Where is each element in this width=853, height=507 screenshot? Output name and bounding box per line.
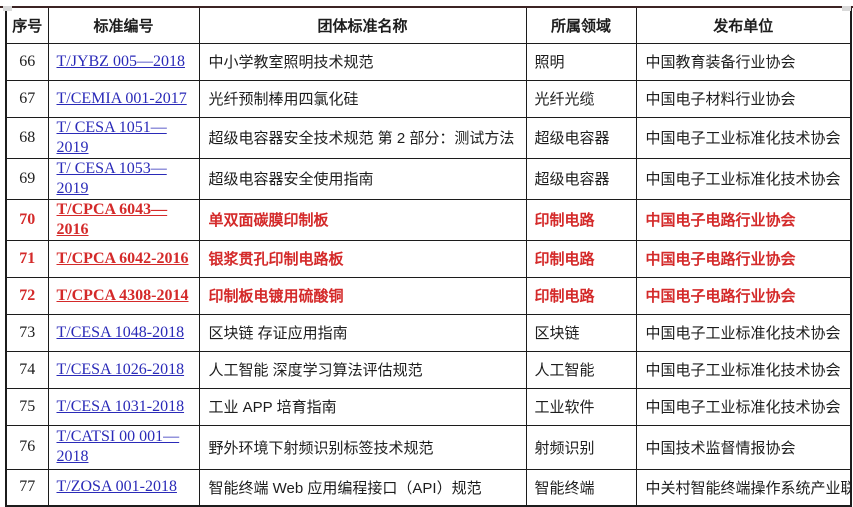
header-publisher: 发布单位 (635, 6, 852, 44)
standard-code-cell: T/CPCA 4308-2014 (47, 276, 200, 315)
field: 超级电容器 (525, 157, 637, 200)
row-index: 77 (5, 468, 49, 507)
standard-code-link[interactable]: T/ CESA 1051—2019 (56, 118, 167, 156)
resize-handle-right (842, 6, 851, 11)
standard-code-link[interactable]: T/JYBZ 005—2018 (56, 52, 185, 70)
publisher: 中国教育装备行业协会 (635, 42, 852, 81)
standard-name: 工业 APP 培育指南 (198, 387, 527, 426)
table-row: 73 T/CESA 1048-2018 区块链 存证应用指南 区块链 中国电子工业标准化… (5, 313, 852, 352)
field: 超级电容器 (525, 116, 637, 159)
standard-code-cell: T/CESA 1048-2018 (47, 313, 200, 352)
row-index: 66 (5, 42, 49, 81)
standard-code-cell: T/CESA 1026-2018 (47, 350, 200, 389)
standard-code-cell: T/CEMIA 001-2017 (47, 79, 200, 118)
publisher: 中国电子电路行业协会 (635, 276, 852, 315)
field: 射频识别 (525, 424, 637, 470)
header-standard-code: 标准编号 (47, 6, 200, 44)
table-row: 70 T/CPCA 6043—2016 单双面碳膜印制板 印制电路 中国电子电路行业协会 (5, 198, 852, 241)
standard-name: 中小学教室照明技术规范 (198, 42, 527, 81)
standard-code-cell: T/ZOSA 001-2018 (47, 468, 200, 507)
header-index: 序号 (5, 6, 49, 44)
field: 区块链 (525, 313, 637, 352)
standard-code-cell: T/CPCA 6043—2016 (47, 198, 200, 241)
publisher: 中国电子电路行业协会 (635, 239, 852, 278)
standard-code-link[interactable]: T/ CESA 1053—2019 (56, 159, 167, 197)
table-row: 67 T/CEMIA 001-2017 光纤预制棒用四氯化硅 光纤光缆 中国电子材料行业… (5, 79, 852, 118)
table-row: 76 T/CATSI 00 001—2018 野外环境下射频识别标签技术规范 射频识别… (5, 424, 852, 470)
standards-table-body: 66 T/JYBZ 005—2018 中小学教室照明技术规范 照明 中国教育装备行业协会… (5, 42, 852, 507)
standard-name: 超级电容器安全使用指南 (198, 157, 527, 200)
publisher: 中国电子工业标准化技术协会 (635, 116, 852, 159)
row-index: 76 (5, 424, 49, 470)
standard-name: 光纤预制棒用四氯化硅 (198, 79, 527, 118)
standard-code-link[interactable]: T/ZOSA 001-2018 (56, 478, 177, 496)
header-field: 所属领域 (525, 6, 637, 44)
row-index: 72 (5, 276, 49, 315)
table-row: 74 T/CESA 1026-2018 人工智能 深度学习算法评估规范 人工智能 中国电… (5, 350, 852, 389)
standard-code-cell: T/CESA 1031-2018 (47, 387, 200, 426)
row-index: 70 (5, 198, 49, 241)
standard-code-link[interactable]: T/CPCA 4308-2014 (56, 286, 189, 304)
standards-table: 序号 标准编号 团体标准名称 所属领域 发布单位 66 T/JYBZ 005—20… (5, 6, 852, 507)
standard-code-link[interactable]: T/CATSI 00 001—2018 (56, 428, 180, 465)
table-row: 66 T/JYBZ 005—2018 中小学教室照明技术规范 照明 中国教育装备行业协会 (5, 42, 852, 81)
header-row: 序号 标准编号 团体标准名称 所属领域 发布单位 (5, 6, 852, 44)
publisher: 中国电子工业标准化技术协会 (635, 350, 852, 389)
row-index: 68 (5, 116, 49, 159)
standard-code-cell: T/CPCA 6042-2016 (47, 239, 200, 278)
field: 工业软件 (525, 387, 637, 426)
table-row: 77 T/ZOSA 001-2018 智能终端 Web 应用编程接口（API）规范智… (5, 468, 852, 507)
table-header: 序号 标准编号 团体标准名称 所属领域 发布单位 (5, 6, 852, 44)
standard-code-cell: T/CATSI 00 001—2018 (47, 424, 200, 470)
field: 光纤光缆 (525, 79, 637, 118)
standard-name: 野外环境下射频识别标签技术规范 (198, 424, 527, 470)
field: 印制电路 (525, 198, 637, 241)
header-standard-name: 团体标准名称 (198, 6, 527, 44)
publisher: 中国技术监督情报协会 (635, 424, 852, 470)
standard-name: 人工智能 深度学习算法评估规范 (198, 350, 527, 389)
standard-code-link[interactable]: T/CEMIA 001-2017 (56, 89, 187, 107)
standard-code-link[interactable]: T/CESA 1026-2018 (56, 360, 185, 378)
row-index: 75 (5, 387, 49, 426)
standard-code-cell: T/ CESA 1053—2019 (47, 157, 200, 200)
field: 印制电路 (525, 276, 637, 315)
field: 印制电路 (525, 239, 637, 278)
publisher: 中关村智能终端操作系统产业联 (635, 468, 852, 507)
cropped-banner-edge (0, 6, 853, 8)
standard-code-link[interactable]: T/CPCA 6042-2016 (56, 249, 189, 267)
row-index: 71 (5, 239, 49, 278)
standard-name: 智能终端 Web 应用编程接口（API）规范 (198, 468, 527, 507)
row-index: 67 (5, 79, 49, 118)
table-row: 68 T/ CESA 1051—2019 超级电容器安全技术规范 第 2 部分：测试… (5, 116, 852, 159)
standard-code-link[interactable]: T/CESA 1031-2018 (56, 397, 185, 415)
field: 照明 (525, 42, 637, 81)
standard-name: 单双面碳膜印制板 (198, 198, 527, 241)
table-row: 75 T/CESA 1031-2018 工业 APP 培育指南 工业软件 中国电子工业标… (5, 387, 852, 426)
row-index: 73 (5, 313, 49, 352)
standard-name: 印制板电镀用硫酸铜 (198, 276, 527, 315)
publisher: 中国电子材料行业协会 (635, 79, 852, 118)
row-index: 74 (5, 350, 49, 389)
standard-name: 银浆贯孔印制电路板 (198, 239, 527, 278)
standard-name: 区块链 存证应用指南 (198, 313, 527, 352)
standard-code-link[interactable]: T/CPCA 6043—2016 (56, 200, 168, 238)
standard-code-cell: T/ CESA 1051—2019 (47, 116, 200, 159)
field: 人工智能 (525, 350, 637, 389)
standard-name: 超级电容器安全技术规范 第 2 部分：测试方法 (198, 116, 527, 159)
publisher: 中国电子工业标准化技术协会 (635, 387, 852, 426)
row-index: 69 (5, 157, 49, 200)
table-row: 69 T/ CESA 1053—2019 超级电容器安全使用指南 超级电容器 中国电子工… (5, 157, 852, 200)
table-row: 71 T/CPCA 6042-2016 银浆贯孔印制电路板 印制电路 中国电子电路行业协… (5, 239, 852, 278)
standard-code-link[interactable]: T/CESA 1048-2018 (56, 323, 185, 341)
standard-code-cell: T/JYBZ 005—2018 (47, 42, 200, 81)
field: 智能终端 (525, 468, 637, 507)
publisher: 中国电子工业标准化技术协会 (635, 157, 852, 200)
resize-handle-left (3, 6, 12, 11)
table-row: 72 T/CPCA 4308-2014 印制板电镀用硫酸铜 印制电路 中国电子电路行业协… (5, 276, 852, 315)
publisher: 中国电子电路行业协会 (635, 198, 852, 241)
publisher: 中国电子工业标准化技术协会 (635, 313, 852, 352)
